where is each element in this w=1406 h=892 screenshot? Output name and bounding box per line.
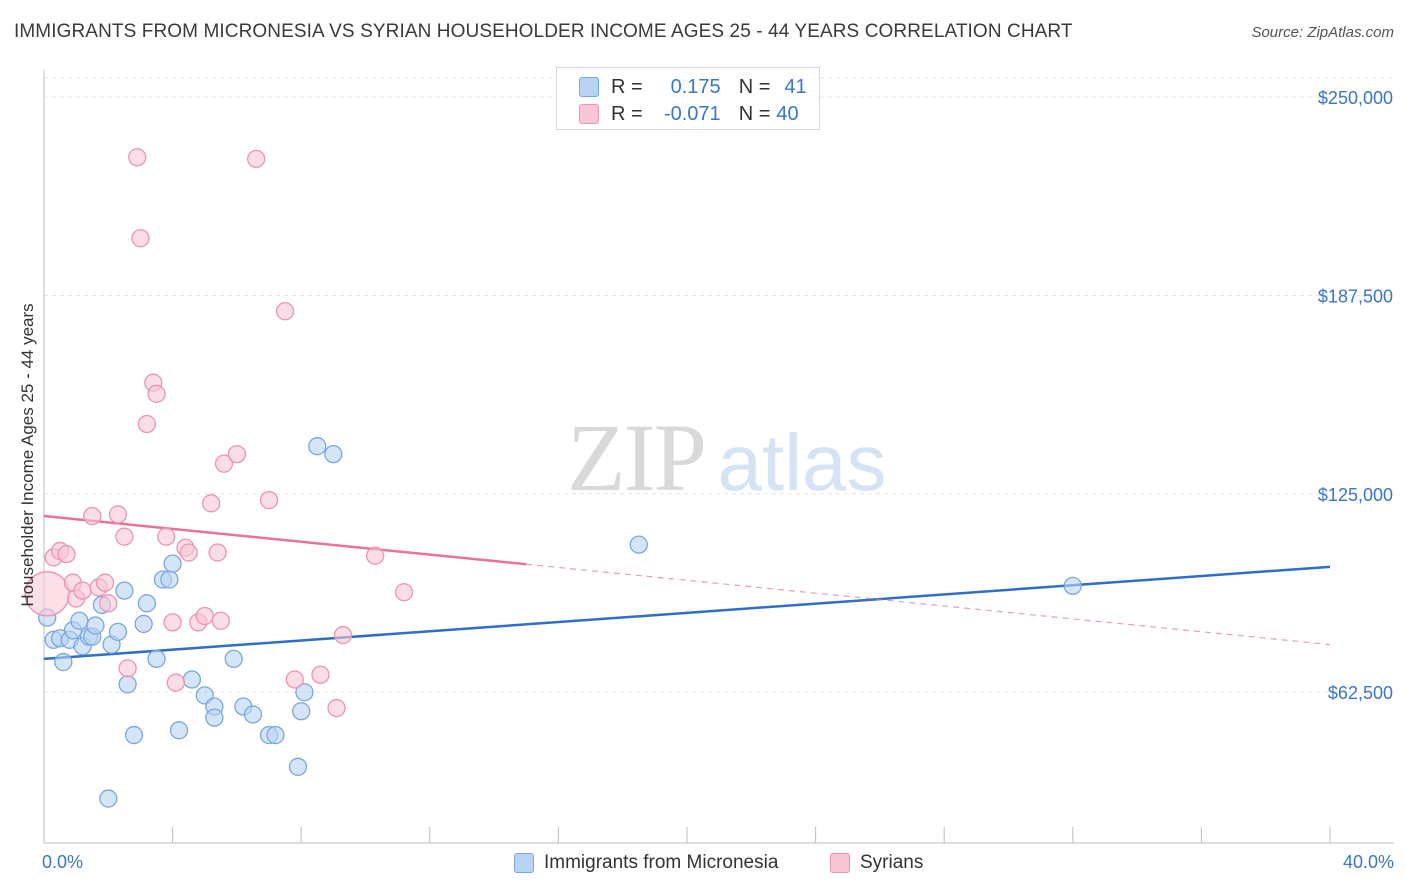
syrian-point bbox=[137, 414, 157, 434]
trend-line-0 bbox=[43, 565, 1331, 661]
watermark: ZIP atlas bbox=[567, 404, 886, 511]
micronesia-point bbox=[70, 611, 89, 630]
syrian-point bbox=[157, 527, 176, 546]
n-label: N = bbox=[738, 75, 771, 98]
n-value: 41 bbox=[784, 75, 807, 98]
micronesia-point bbox=[266, 725, 285, 745]
micronesia-point bbox=[137, 594, 157, 613]
syrian-point bbox=[327, 698, 346, 718]
micronesia-point bbox=[118, 675, 137, 694]
micronesia-point bbox=[115, 581, 134, 600]
watermark-atlas: atlas bbox=[718, 418, 887, 507]
axes bbox=[43, 70, 1394, 844]
r-value: 0.175 bbox=[670, 75, 721, 98]
syrian-point bbox=[208, 543, 227, 562]
micronesia-point bbox=[160, 570, 179, 589]
syrian-point bbox=[311, 665, 330, 684]
legend-label: Syrians bbox=[860, 852, 924, 873]
blue-swatch-icon bbox=[579, 77, 599, 97]
n-value: 40 bbox=[776, 102, 799, 125]
syrian-point bbox=[166, 673, 185, 692]
micronesia-point bbox=[308, 437, 327, 456]
micronesia-point bbox=[629, 535, 648, 554]
gridlines bbox=[44, 77, 1394, 693]
syrian-point bbox=[227, 444, 247, 464]
syrian-point bbox=[115, 527, 134, 546]
syrian-point bbox=[214, 454, 234, 473]
r-label: R = bbox=[611, 102, 643, 125]
legend-label: Immigrants from Micronesia bbox=[544, 852, 779, 873]
trend-line-dashed-1 bbox=[526, 563, 1331, 646]
trend-lines bbox=[43, 514, 1331, 661]
syrian-point bbox=[202, 494, 221, 513]
legend-row-syrians: R = -0.071 N = 40 bbox=[579, 100, 799, 128]
syrian-point bbox=[57, 544, 76, 564]
legend-row-micronesia: R = 0.175 N = 41 bbox=[579, 73, 807, 101]
micronesia-point bbox=[54, 652, 73, 672]
stats-legend: R = 0.175 N = 41 R = -0.071 N = 40 bbox=[556, 67, 820, 130]
syrian-point bbox=[333, 625, 353, 645]
micronesia-point bbox=[86, 616, 105, 635]
legend-item-micronesia[interactable]: Immigrants from Micronesia bbox=[514, 852, 778, 874]
syrian-point bbox=[394, 583, 414, 602]
pink-swatch-icon bbox=[579, 104, 599, 124]
syrian-point bbox=[73, 581, 92, 600]
r-label: R = bbox=[611, 75, 643, 98]
syrian-point bbox=[365, 546, 385, 565]
source-label: Source: ZipAtlas.com bbox=[1251, 24, 1394, 41]
syrian-point bbox=[108, 505, 128, 524]
y-axis-label: Householder Income Ages 25 - 44 years bbox=[18, 303, 37, 607]
micronesia-point bbox=[108, 622, 128, 642]
syrian-point bbox=[99, 594, 118, 613]
syrian-point bbox=[118, 659, 137, 678]
syrian-point bbox=[147, 384, 166, 403]
syrian-point bbox=[179, 543, 198, 562]
micronesia-point bbox=[134, 614, 153, 634]
syrian-point bbox=[259, 491, 279, 510]
y-tick-label: $250,000 bbox=[1318, 88, 1393, 108]
points bbox=[24, 148, 1082, 808]
micronesia-point bbox=[163, 554, 182, 573]
blue-swatch-icon bbox=[514, 853, 534, 873]
r-value: -0.071 bbox=[663, 102, 721, 125]
syrian-point bbox=[211, 611, 230, 630]
syrian-point bbox=[195, 606, 214, 626]
y-tick-label: $187,500 bbox=[1318, 286, 1393, 306]
syrian-point bbox=[83, 506, 102, 526]
syrian-point bbox=[285, 670, 304, 689]
micronesia-point bbox=[169, 721, 189, 740]
micronesia-point bbox=[295, 683, 314, 702]
micronesia-point bbox=[1063, 576, 1082, 596]
syrian-point bbox=[95, 573, 115, 592]
watermark-zip: ZIP bbox=[567, 404, 705, 511]
syrian-point bbox=[247, 149, 266, 169]
micronesia-point bbox=[182, 670, 202, 689]
n-label: N = bbox=[738, 102, 771, 125]
micronesia-point bbox=[99, 789, 118, 808]
syrian-point bbox=[275, 302, 295, 321]
series-legend: Immigrants from Micronesia Syrians bbox=[0, 852, 1406, 878]
syrian-point bbox=[131, 229, 150, 248]
x-tick-label-max: 40.0% bbox=[1342, 852, 1394, 872]
micronesia-point bbox=[324, 444, 343, 464]
micronesia-point bbox=[288, 757, 308, 776]
pink-swatch-icon bbox=[830, 853, 850, 873]
y-tick-labels: $62,500 $125,000 $187,500 $250,000 bbox=[1318, 88, 1393, 703]
syrian-point bbox=[163, 613, 182, 632]
legend-item-syrians[interactable]: Syrians bbox=[830, 852, 923, 874]
y-tick-label: $125,000 bbox=[1318, 485, 1393, 505]
micronesia-point bbox=[147, 649, 166, 669]
micronesia-point bbox=[124, 725, 144, 745]
y-tick-label: $62,500 bbox=[1328, 683, 1393, 703]
x-tick-label-min: 0.0% bbox=[42, 852, 84, 872]
chart-title: IMMIGRANTS FROM MICRONESIA VS SYRIAN HOU… bbox=[14, 21, 1073, 42]
syrian-point bbox=[128, 148, 147, 167]
micronesia-point bbox=[243, 705, 263, 724]
micronesia-point bbox=[292, 702, 311, 721]
micronesia-point bbox=[224, 649, 243, 669]
trend-line-1 bbox=[43, 514, 527, 566]
micronesia-point bbox=[205, 708, 224, 727]
